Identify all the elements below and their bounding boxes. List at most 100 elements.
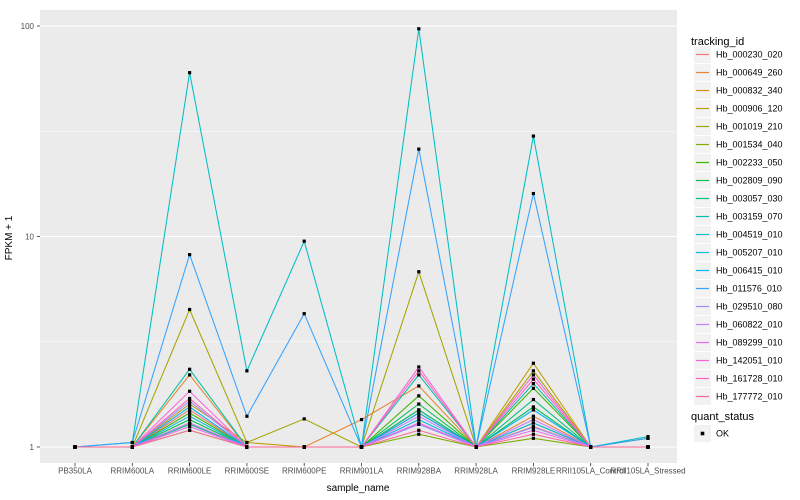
data-point [245, 414, 249, 418]
data-point [531, 436, 535, 440]
data-point [188, 389, 192, 393]
x-tick-label: RRIM928LA [454, 467, 498, 476]
x-tick-label: RRIM928BA [397, 467, 442, 476]
data-point [474, 445, 478, 449]
data-point [589, 445, 593, 449]
data-point [188, 428, 192, 432]
data-point [646, 436, 650, 440]
legend-label-Hb_004519_010: Hb_004519_010 [716, 230, 783, 240]
x-tick-label: RRII105LA_Control [556, 467, 626, 476]
data-point [245, 440, 249, 445]
data-point [531, 414, 535, 418]
data-point [417, 411, 421, 415]
quant-status-legend: OK [694, 425, 729, 442]
data-point [188, 405, 192, 409]
data-point [531, 369, 535, 373]
data-point [531, 373, 535, 377]
data-point [531, 432, 535, 436]
legend-label-Hb_002233_050: Hb_002233_050 [716, 158, 783, 168]
data-point [417, 432, 421, 436]
data-point [646, 435, 650, 439]
data-point [417, 365, 421, 369]
data-point [531, 134, 535, 138]
x-tick-label: RRIM600LA [111, 467, 155, 476]
legend-label-Hb_003159_070: Hb_003159_070 [716, 212, 783, 222]
legend-label-Hb_006415_010: Hb_006415_010 [716, 266, 783, 276]
x-tick-label: RRIM928LE [512, 467, 556, 476]
legend-label-Hb_011576_010: Hb_011576_010 [716, 284, 782, 294]
x-tick-label: RRII105LA_Stressed [610, 467, 685, 476]
legend-label-Hb_177772_010: Hb_177772_010 [716, 392, 783, 402]
x-tick-label: RRIM600LE [168, 467, 212, 476]
data-point [417, 417, 421, 422]
data-point [531, 191, 535, 196]
data-point [188, 421, 192, 425]
data-point [531, 421, 535, 425]
legend-label-ok: OK [716, 429, 729, 439]
data-point [531, 377, 535, 381]
legend-title-tracking-id: tracking_id [691, 36, 744, 48]
data-point [302, 445, 306, 449]
legend-title-quant-status: quant_status [691, 411, 754, 423]
data-point [417, 369, 421, 373]
legend-label-Hb_029510_080: Hb_029510_080 [716, 302, 783, 312]
data-point [531, 397, 535, 402]
data-point [531, 361, 535, 365]
legend-label-Hb_005207_010: Hb_005207_010 [716, 248, 783, 258]
data-point [188, 408, 192, 412]
data-point [531, 425, 535, 429]
legend-label-Hb_000832_340: Hb_000832_340 [716, 86, 783, 96]
data-point [531, 382, 535, 386]
legend-label-Hb_001534_040: Hb_001534_040 [716, 140, 783, 150]
data-point [417, 27, 421, 31]
data-point [417, 147, 421, 151]
data-point [188, 425, 192, 429]
data-point [188, 417, 192, 422]
data-point [245, 369, 249, 373]
data-point [188, 71, 192, 75]
data-point [188, 411, 192, 415]
data-point [245, 445, 249, 449]
data-point [302, 417, 306, 421]
data-point [188, 399, 192, 403]
data-point [417, 421, 421, 425]
quant-status-key-point [700, 431, 705, 436]
data-point [188, 396, 192, 401]
data-point [646, 445, 650, 449]
x-axis-title: sample_name [327, 483, 390, 494]
data-point [73, 445, 77, 449]
x-tick-label: RRIM600PE [282, 467, 326, 476]
legend-label-Hb_000230_020: Hb_000230_020 [716, 50, 783, 60]
data-point [417, 373, 421, 377]
plot-area: 1 10 100 PB350LA RRIM600LA RRIM600LE RRIM600SE… [21, 10, 686, 476]
tracking-id-legend: Hb_000230_020 Hb_000649_260 Hb_000832_340 H… [694, 46, 783, 405]
y-tick-label: 1 [30, 443, 35, 452]
data-point [531, 417, 535, 422]
data-point [417, 414, 421, 418]
legend-label-Hb_001019_210: Hb_001019_210 [716, 122, 783, 132]
legend-label-Hb_002809_090: Hb_002809_090 [716, 176, 783, 186]
data-point [188, 373, 192, 377]
data-point [130, 445, 134, 449]
x-tick-label: PB350LA [58, 467, 92, 476]
data-point [188, 414, 192, 418]
y-tick-label: 100 [21, 22, 35, 31]
data-point [417, 394, 421, 398]
data-point [188, 367, 192, 371]
data-point [531, 405, 535, 409]
legend-label-Hb_060822_010: Hb_060822_010 [716, 320, 783, 330]
data-point [188, 307, 192, 312]
legend-label-Hb_000906_120: Hb_000906_120 [716, 104, 783, 114]
data-point [531, 408, 535, 412]
data-point [302, 312, 306, 316]
data-point [188, 402, 192, 406]
data-point [417, 270, 421, 274]
legend-label-Hb_003057_030: Hb_003057_030 [716, 194, 783, 204]
x-tick-label: RRIM901LA [340, 467, 384, 476]
data-point [417, 402, 421, 406]
data-point [417, 428, 421, 432]
y-axis-title: FPKM + 1 [4, 215, 15, 260]
data-point [531, 386, 535, 390]
data-point [359, 445, 364, 449]
